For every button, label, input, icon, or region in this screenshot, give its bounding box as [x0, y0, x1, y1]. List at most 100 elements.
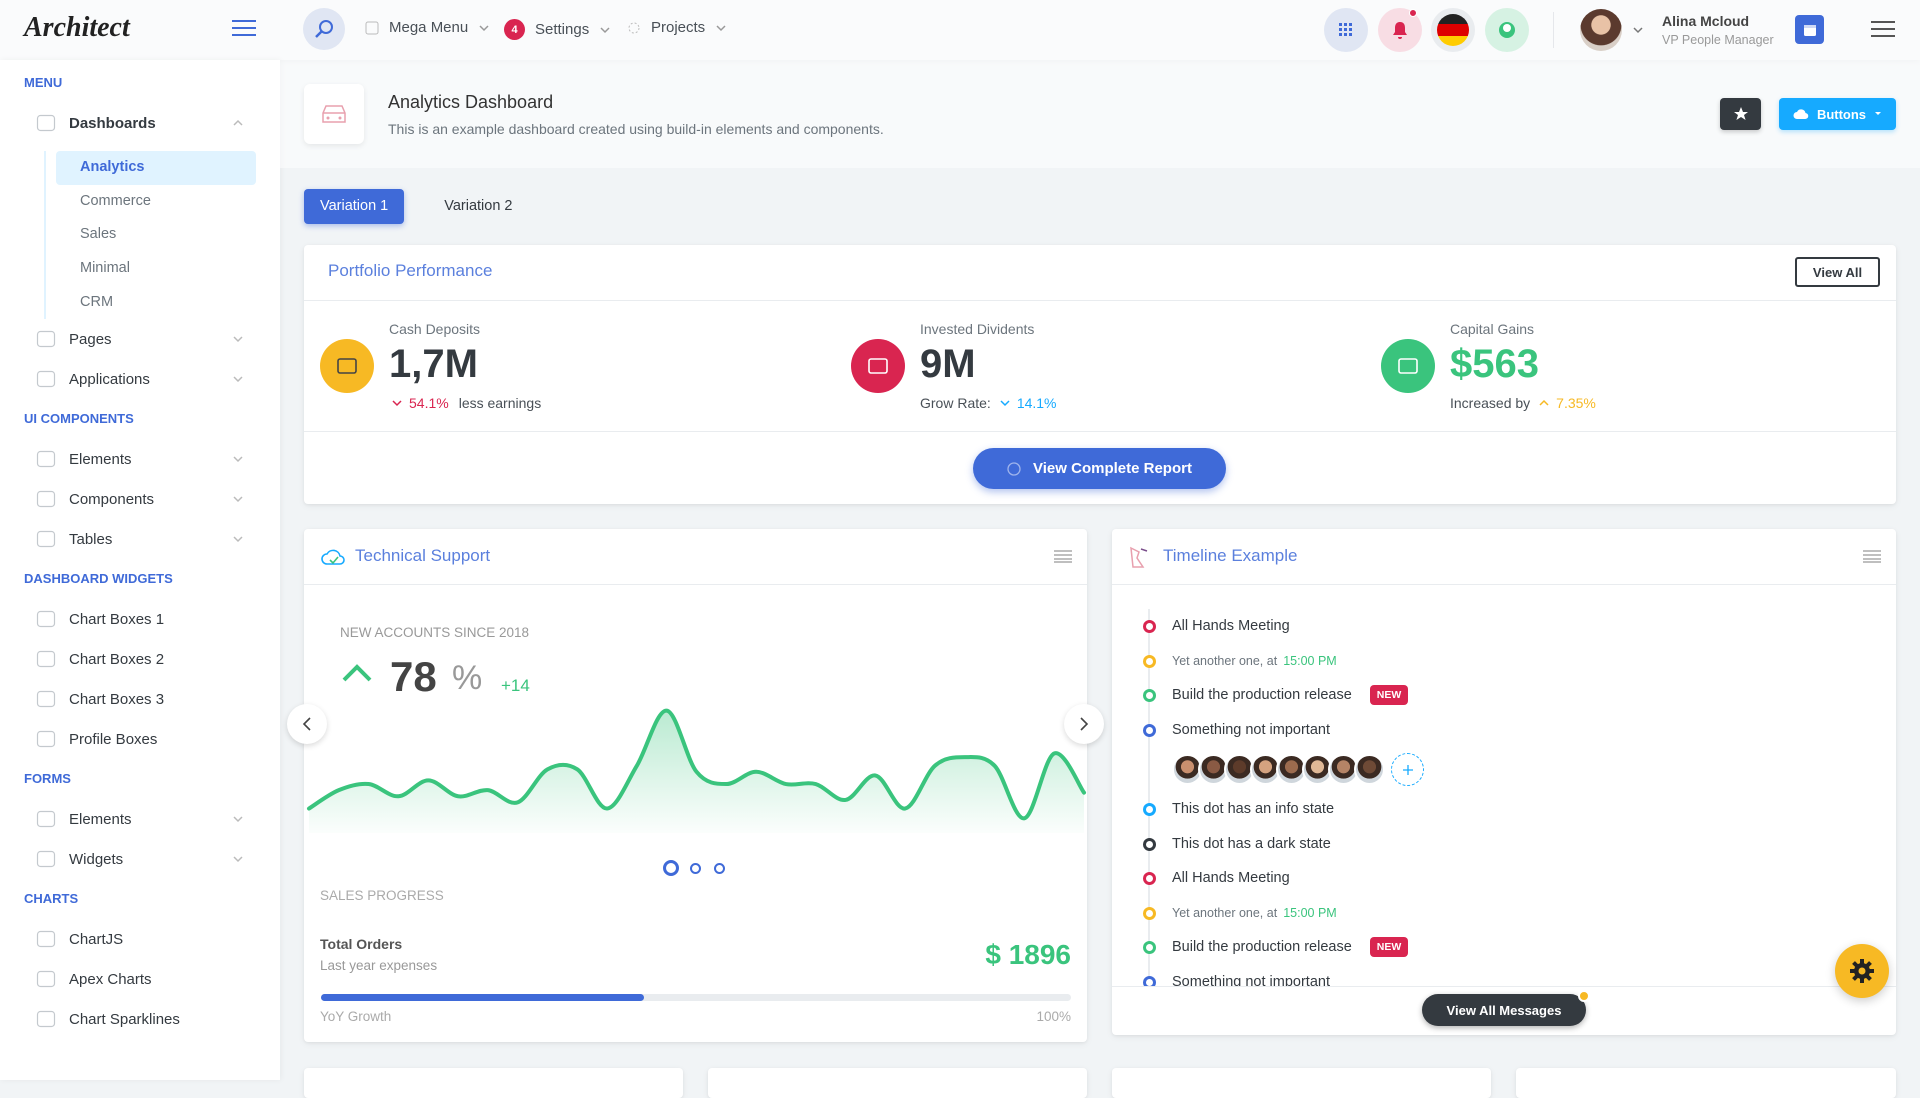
badge: NEW	[1369, 937, 1409, 958]
menu-item[interactable]: Components	[0, 479, 280, 519]
menu-label: Chart Boxes 1	[69, 610, 165, 628]
submenu-item[interactable]: Analytics	[56, 151, 256, 185]
menu-icon	[36, 331, 56, 348]
card	[304, 1068, 683, 1098]
card-menu[interactable]	[1863, 549, 1881, 563]
chevron-path	[392, 400, 402, 407]
submenu-item[interactable]: Commerce	[80, 192, 151, 209]
menu-item[interactable]: Elements	[0, 799, 280, 839]
menu-item[interactable]: Dashboards	[0, 103, 280, 143]
menu-item[interactable]: Chart Boxes 2	[0, 639, 280, 679]
avatar[interactable]	[1276, 754, 1307, 785]
divider	[1112, 986, 1896, 987]
icon-shape	[36, 651, 56, 668]
icon-shape	[36, 451, 56, 468]
menu-item[interactable]: Chart Boxes 1	[0, 599, 280, 639]
chevron	[233, 376, 243, 383]
badge: NEW	[1369, 685, 1409, 706]
notifications-button[interactable]	[1378, 8, 1422, 52]
nav-label: Settings	[535, 21, 590, 38]
add-avatar[interactable]	[1391, 753, 1424, 786]
carousel-dot[interactable]	[690, 863, 701, 874]
divider	[304, 584, 1087, 585]
icon-shape	[36, 114, 56, 132]
view-messages-button[interactable]: View All Messages	[1422, 994, 1586, 1026]
user-name: Alina Mcloud	[1662, 13, 1750, 29]
menu-toggle[interactable]	[232, 19, 256, 37]
kpi-value: 78	[390, 653, 437, 700]
timeline-text: All Hands Meeting	[1172, 618, 1290, 635]
logo[interactable]: Architect	[24, 12, 130, 43]
menu-item[interactable]: Pages	[0, 319, 280, 359]
theme-settings-button[interactable]	[1835, 944, 1889, 998]
menu-item[interactable]: Apex Charts	[0, 959, 280, 999]
buttons-dropdown[interactable]: Buttons	[1779, 98, 1896, 130]
view-all-button[interactable]: View All	[1795, 257, 1880, 287]
page-icon	[304, 84, 364, 144]
search-button[interactable]	[303, 8, 345, 50]
nav-label: Mega Menu	[389, 19, 469, 36]
apps-button[interactable]	[1324, 8, 1368, 52]
avatar[interactable]	[1198, 754, 1229, 785]
indicator-dot	[1578, 990, 1590, 1002]
caret	[1875, 112, 1882, 115]
star-button[interactable]	[1720, 98, 1761, 130]
nav-projects[interactable]: Projects	[627, 19, 727, 36]
metric-label: Invested Dividents	[920, 321, 1035, 337]
language-button[interactable]	[1431, 8, 1475, 52]
tab[interactable]: Variation 2	[444, 198, 513, 214]
nav-mega-menu[interactable]: Mega Menu	[365, 19, 490, 36]
plus-path	[1402, 764, 1413, 775]
chevron-path	[233, 119, 243, 126]
chevron-path	[233, 496, 243, 503]
avatar[interactable]	[1224, 754, 1255, 785]
nav-settings[interactable]: 4 Settings	[504, 19, 611, 40]
menu-icon	[36, 731, 56, 748]
avatar[interactable]	[1354, 754, 1385, 785]
chevron-path	[233, 376, 243, 383]
menu-label: ChartJS	[69, 930, 124, 948]
menu-item[interactable]: ChartJS	[0, 919, 280, 959]
timeline-line	[1148, 609, 1150, 986]
report-button[interactable]: View Complete Report	[973, 448, 1226, 489]
user-avatar[interactable]	[1580, 9, 1622, 51]
menu-item[interactable]: Profile Boxes	[0, 719, 280, 759]
chevron	[479, 24, 489, 31]
carousel-dot[interactable]	[714, 863, 725, 874]
options-toggle[interactable]	[1871, 20, 1895, 38]
submenu-item[interactable]: CRM	[80, 293, 114, 310]
metric-change: Grow Rate: 14.1%	[920, 395, 1061, 411]
timeline-list: All Hands Meeting Yet another one, at 15:0…	[1112, 609, 1896, 986]
menu-item[interactable]: Tables	[0, 519, 280, 559]
section-title: FORMS	[24, 771, 71, 787]
menu-item[interactable]: Chart Sparklines	[0, 999, 280, 1039]
carousel-prev[interactable]	[287, 704, 327, 744]
calendar-button[interactable]	[1795, 15, 1824, 44]
sparkline-area	[309, 710, 1084, 833]
chevron	[392, 400, 402, 407]
timeline-dot	[1143, 803, 1156, 816]
chevron	[233, 496, 243, 503]
card-menu[interactable]	[1054, 549, 1072, 563]
menu-item[interactable]: Elements	[0, 439, 280, 479]
tab[interactable]: Variation 1	[304, 189, 405, 224]
avatar[interactable]	[1328, 754, 1359, 785]
status-button[interactable]	[1485, 8, 1529, 52]
timeline-item: Yet another one, at 15:00 PM	[1112, 896, 1896, 931]
glyph-shape	[1398, 358, 1418, 374]
progress-label: YoY Growth	[320, 1009, 392, 1024]
chevron	[1539, 399, 1549, 406]
submenu-line	[44, 151, 46, 319]
menu-item[interactable]: Widgets	[0, 839, 280, 879]
timeline-item: This dot has an info state	[1112, 792, 1896, 827]
change-note: less earnings	[458, 395, 542, 411]
submenu-item[interactable]: Minimal	[80, 260, 130, 277]
submenu-item[interactable]: Sales	[80, 226, 117, 243]
sparkline-line	[307, 708, 1086, 821]
chevron[interactable]	[1632, 24, 1644, 36]
carousel-dot[interactable]	[663, 860, 679, 876]
menu-item[interactable]: Applications	[0, 359, 280, 399]
timeline-text: This dot has an info state	[1172, 801, 1335, 818]
carousel-next[interactable]	[1064, 704, 1104, 744]
menu-item[interactable]: Chart Boxes 3	[0, 679, 280, 719]
